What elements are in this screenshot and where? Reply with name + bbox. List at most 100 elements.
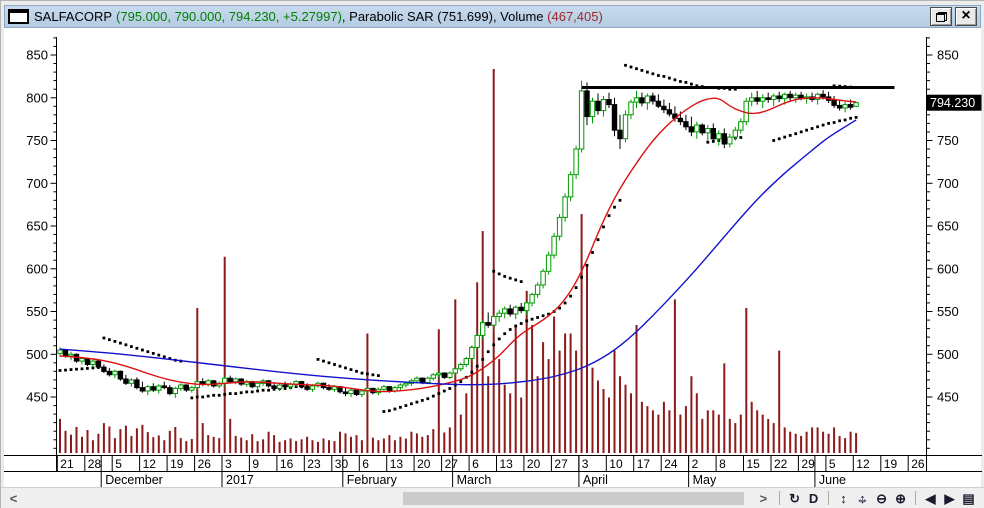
svg-text:8: 8 <box>719 457 726 471</box>
svg-text:26: 26 <box>198 457 212 471</box>
close-icon: × <box>961 6 971 24</box>
zoom-out-icon: ⊖ <box>876 490 887 506</box>
svg-text:794.230: 794.230 <box>930 96 975 110</box>
x-axis: 21 28 5 12 19 26 3 9 16 23 30 6 13 20 27 6 13 20 27 3 10 17 24… <box>4 455 982 487</box>
window-icon <box>8 9 29 24</box>
sar-dots-layer <box>58 63 858 413</box>
svg-text:16: 16 <box>280 457 294 471</box>
svg-text:27: 27 <box>445 457 459 471</box>
scroll-right-button[interactable]: > <box>753 489 774 508</box>
candles-layer <box>57 80 859 398</box>
volume-value: (467,405) <box>547 9 603 24</box>
pan-tool-icon: ↕ <box>859 490 866 506</box>
separator <box>779 491 781 505</box>
svg-text:May: May <box>693 473 717 487</box>
zoom-in-button[interactable]: ⊕ <box>893 489 908 508</box>
svg-text:20: 20 <box>417 457 431 471</box>
svg-text:27: 27 <box>554 457 568 471</box>
page-left-icon: ◀ <box>925 490 936 506</box>
chart-panel: 850 850 800 750 750 700 700 650 650 600 600 550 550 5… <box>4 28 982 487</box>
price-chart: 850 850 800 750 750 700 700 650 650 600 600 550 550 5… <box>4 37 982 487</box>
restore-button[interactable] <box>930 7 952 26</box>
data-window-button[interactable]: ▤ <box>961 489 976 508</box>
indicator-label: , Parabolic SAR (751.699), Volume <box>341 9 548 24</box>
vertical-scale-button[interactable]: ↕ <box>836 489 851 508</box>
svg-text:450: 450 <box>26 390 48 405</box>
page-right-icon: ▶ <box>944 490 955 506</box>
svg-text:3: 3 <box>582 457 589 471</box>
data-window-icon: ▤ <box>962 490 975 506</box>
vertical-scale-icon: ↕ <box>840 490 847 506</box>
window-controls: × <box>930 7 977 26</box>
svg-text:20: 20 <box>527 457 541 471</box>
ma-fast-line <box>59 97 857 393</box>
pan-tool-button[interactable]: ↔ ↕ <box>855 489 870 508</box>
svg-text:12: 12 <box>143 457 157 471</box>
svg-text:24: 24 <box>664 457 678 471</box>
chart-title: SALFACORP (795.000, 790.000, 794.230, +5.… <box>34 9 924 24</box>
zoom-out-button[interactable]: ⊖ <box>874 489 889 508</box>
svg-text:750: 750 <box>26 133 48 148</box>
page-right-button[interactable]: ▶ <box>942 489 957 508</box>
quote-values: (795.000, 790.000, 794.230, +5.27997) <box>116 9 342 24</box>
ma-slow-line <box>59 119 857 386</box>
svg-text:5: 5 <box>115 457 122 471</box>
svg-text:850: 850 <box>937 48 959 63</box>
daily-period-icon: D <box>808 490 819 506</box>
svg-text:13: 13 <box>390 457 404 471</box>
daily-period-button[interactable]: D <box>806 489 821 508</box>
svg-text:2017: 2017 <box>226 473 254 487</box>
svg-text:29: 29 <box>801 457 815 471</box>
svg-text:23: 23 <box>307 457 321 471</box>
svg-text:28: 28 <box>88 457 102 471</box>
svg-text:12: 12 <box>856 457 870 471</box>
svg-text:April: April <box>583 473 608 487</box>
zoom-in-icon: ⊕ <box>895 490 906 506</box>
scrollbar-track[interactable] <box>26 490 751 506</box>
svg-text:December: December <box>105 473 163 487</box>
svg-text:9: 9 <box>252 457 259 471</box>
svg-text:600: 600 <box>937 261 959 276</box>
svg-text:700: 700 <box>937 176 959 191</box>
svg-text:650: 650 <box>26 219 48 234</box>
svg-text:21: 21 <box>60 457 74 471</box>
svg-text:15: 15 <box>747 457 761 471</box>
volume-layer <box>59 69 858 453</box>
restore-icon <box>935 11 947 22</box>
svg-text:700: 700 <box>26 176 48 191</box>
svg-text:19: 19 <box>884 457 898 471</box>
close-button[interactable]: × <box>955 7 977 26</box>
svg-text:February: February <box>347 473 398 487</box>
current-price-tag: 794.230 <box>926 94 982 111</box>
svg-text:26: 26 <box>911 457 925 471</box>
separator <box>828 491 830 505</box>
svg-text:550: 550 <box>937 304 959 319</box>
svg-text:750: 750 <box>937 133 959 148</box>
svg-text:22: 22 <box>774 457 788 471</box>
svg-text:550: 550 <box>26 304 48 319</box>
y-axis: 850 850 800 750 750 700 700 650 650 600 600 550 550 5… <box>26 37 959 472</box>
svg-text:17: 17 <box>637 457 651 471</box>
svg-text:30: 30 <box>335 457 349 471</box>
svg-text:500: 500 <box>937 347 959 362</box>
title-bar: SALFACORP (795.000, 790.000, 794.230, +5.… <box>4 5 981 28</box>
svg-text:13: 13 <box>500 457 514 471</box>
svg-text:19: 19 <box>170 457 184 471</box>
svg-text:800: 800 <box>26 90 48 105</box>
svg-text:600: 600 <box>26 261 48 276</box>
pan-tool-icon: ↔ <box>856 490 870 506</box>
svg-text:450: 450 <box>937 390 959 405</box>
svg-text:500: 500 <box>26 347 48 362</box>
chart-toolbar: ↻ D ↕ ↔ ↕ ⊖ ⊕ ◀ ▶ ▤ <box>785 489 982 508</box>
svg-text:June: June <box>819 473 846 487</box>
symbol-name: SALFACORP <box>34 9 113 24</box>
scrollbar-thumb[interactable] <box>403 491 744 505</box>
svg-text:2: 2 <box>692 457 699 471</box>
refresh-chart-icon: ↻ <box>789 490 800 506</box>
svg-text:5: 5 <box>829 457 836 471</box>
page-left-button[interactable]: ◀ <box>923 489 938 508</box>
separator <box>915 491 917 505</box>
scroll-left-button[interactable]: < <box>3 489 24 508</box>
refresh-chart-button[interactable]: ↻ <box>787 489 802 508</box>
